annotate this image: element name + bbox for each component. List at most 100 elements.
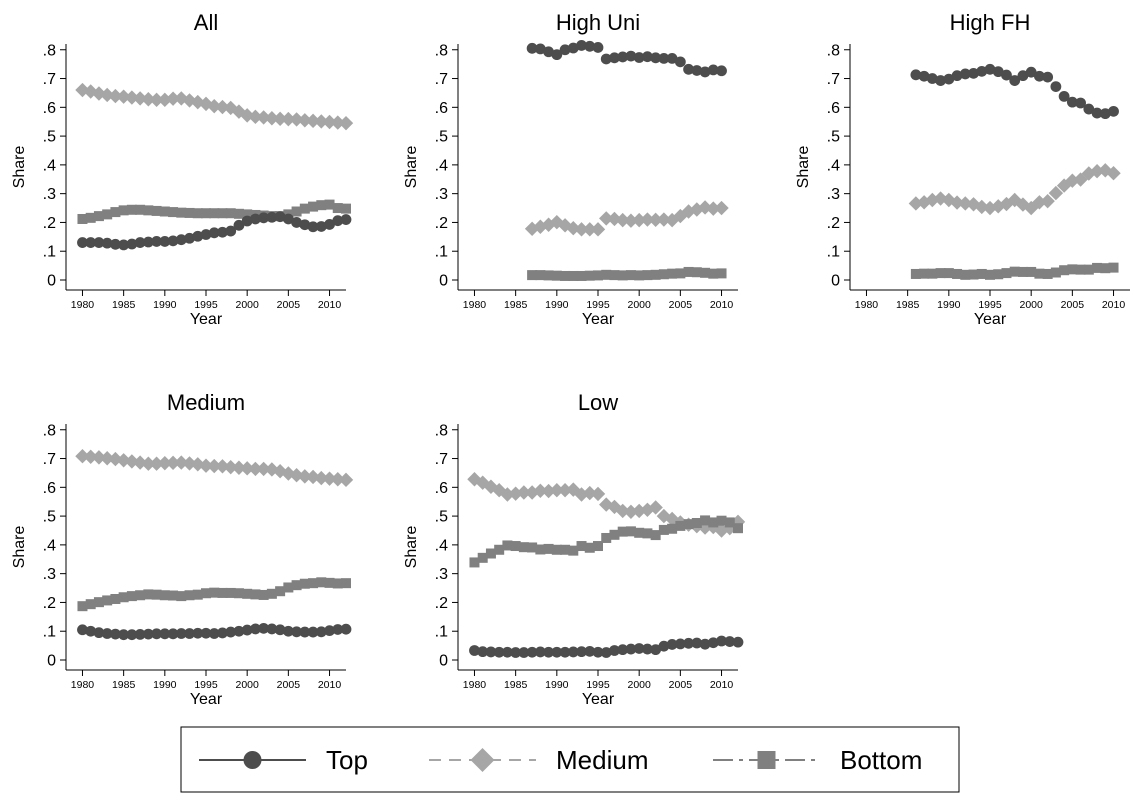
data-point [307, 221, 319, 233]
data-point [340, 214, 352, 225]
data-point [991, 199, 1006, 214]
legend-key-medium: Medium [429, 745, 648, 775]
y-tick-label: 0 [47, 653, 56, 670]
data-point [314, 470, 329, 486]
data-point [952, 268, 963, 279]
x-axis-label: Year [582, 311, 615, 328]
x-tick-label: 1985 [896, 299, 920, 311]
data-point [1001, 268, 1012, 279]
data-point [1065, 173, 1080, 188]
x-axis-label: Year [582, 691, 615, 708]
data-point [135, 590, 146, 601]
data-point [485, 548, 496, 559]
data-point [184, 207, 195, 218]
y-tick-label: 0 [439, 273, 448, 290]
x-tick-label: 2010 [318, 299, 342, 311]
data-point [165, 455, 181, 471]
x-tick-label: 1990 [153, 299, 177, 311]
data-point [233, 208, 244, 219]
data-point [666, 52, 678, 64]
data-point [1083, 264, 1094, 275]
data-point [551, 646, 563, 658]
x-tick-label: 1990 [153, 679, 177, 691]
data-point [708, 268, 719, 279]
legend-label: Bottom [840, 745, 922, 775]
data-point [322, 471, 337, 486]
data-point [724, 636, 736, 647]
data-point [469, 645, 480, 656]
data-point [640, 212, 655, 227]
data-point [192, 627, 204, 639]
data-point [291, 626, 302, 638]
data-point [316, 577, 327, 588]
data-point [338, 472, 354, 488]
data-point [239, 461, 255, 476]
x-tick-label: 1990 [937, 299, 961, 311]
panel-title: High FH [950, 10, 1031, 35]
data-point [592, 42, 604, 53]
x-tick-label: 1995 [586, 679, 610, 691]
data-point [332, 578, 343, 589]
x-tick-label: 1990 [545, 679, 569, 691]
data-point [623, 213, 639, 228]
data-point [615, 503, 630, 519]
data-point [592, 646, 604, 658]
data-point [332, 203, 343, 214]
data-point [340, 623, 352, 635]
y-axis-label: Share [795, 146, 812, 189]
data-point [568, 270, 579, 281]
data-point [1009, 266, 1020, 277]
data-point [559, 44, 571, 56]
data-point [992, 66, 1004, 78]
data-point [233, 588, 244, 599]
data-point [543, 270, 554, 281]
data-point [110, 593, 121, 604]
data-point [510, 541, 521, 552]
data-point [551, 544, 562, 555]
y-tick-label: .8 [43, 422, 56, 439]
data-point [176, 207, 187, 218]
data-point [691, 518, 702, 529]
data-point [568, 545, 579, 556]
data-point [535, 544, 546, 555]
y-tick-label: .6 [43, 480, 56, 497]
legend-key-top: Top [199, 745, 368, 775]
data-point [667, 268, 678, 279]
data-point [266, 211, 278, 223]
data-point [274, 211, 286, 223]
data-point [266, 588, 277, 599]
y-tick-label: .8 [435, 42, 448, 59]
data-point [102, 595, 113, 606]
data-point [658, 524, 669, 535]
data-point [282, 213, 294, 225]
x-tick-label: 1985 [504, 679, 528, 691]
data-point [299, 203, 310, 214]
data-point [584, 542, 595, 553]
data-point [258, 212, 270, 224]
data-point [201, 208, 211, 219]
data-point [217, 208, 228, 219]
data-point [190, 94, 205, 110]
data-point [984, 63, 996, 75]
data-point [510, 647, 522, 658]
data-point [533, 483, 548, 498]
data-point [543, 646, 554, 658]
panel-high-fh: High FH 0 .1 .2 .3 .4 .5 .6 .7 .8 Share 1980 1985 199… [795, 10, 1130, 328]
data-point [184, 590, 195, 601]
legend-marker [757, 751, 776, 769]
data-point [576, 541, 587, 552]
data-point [733, 523, 743, 534]
data-point [93, 237, 105, 248]
data-point [124, 90, 140, 105]
data-point [1025, 66, 1037, 78]
panel-title: Medium [167, 390, 245, 415]
data-point [518, 542, 529, 553]
data-point [1089, 164, 1105, 179]
data-point [116, 89, 131, 104]
panel-title: High Uni [556, 10, 640, 35]
data-point [633, 52, 645, 63]
data-point [118, 205, 129, 216]
panel-low: Low 0 .1 .2 .3 .4 .5 .6 .7 .8 Share 1980 1985 1990 199… [403, 390, 746, 708]
y-tick-label: .7 [435, 451, 448, 468]
